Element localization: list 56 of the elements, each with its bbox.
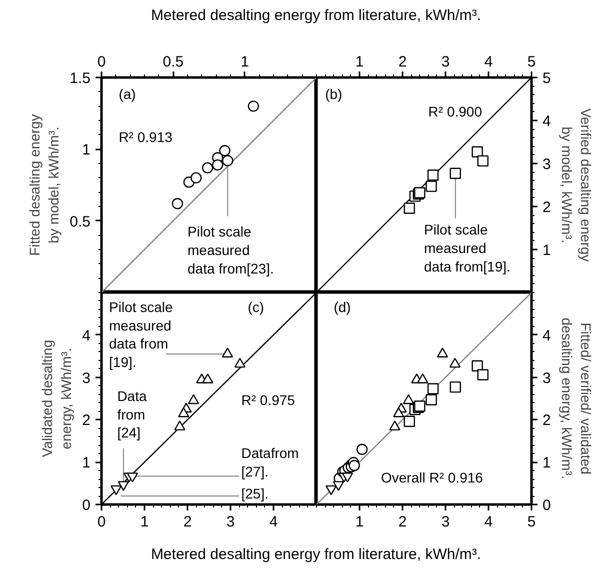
y-tick-label: 2 [542, 412, 551, 430]
annotation: (a) [118, 86, 136, 102]
y-tick-label: 3 [82, 370, 90, 387]
y-tick-label: 0 [542, 497, 551, 514]
annotation: (d) [334, 298, 351, 315]
x-tick-label: 1 [355, 514, 364, 530]
annotation: R² 0.900 [428, 103, 482, 120]
y-axis-title: Fitted/ verified/ validated desalting energy, kWh/m³. [558, 318, 594, 480]
x-tick-label: 0 [97, 54, 106, 70]
x-tick-label: 1 [240, 54, 250, 70]
y-tick-label: 4 [542, 327, 551, 344]
x-tick-label: 4 [269, 514, 278, 530]
y-tick-label: 4 [542, 113, 551, 130]
annotation: Data from [24] [117, 388, 147, 441]
y-tick-label: 1 [82, 454, 90, 472]
x-tick-label: 1 [355, 54, 364, 70]
x-tick-label: 2 [398, 514, 407, 530]
y-tick-label: 3 [542, 370, 551, 387]
y-tick-label: 1 [542, 242, 551, 259]
annotation: Pilot scale measured data from[23]. [188, 224, 274, 276]
y-tick-label: 4 [82, 327, 90, 344]
y-tick-label: 2 [542, 199, 551, 216]
y-tick-label: 1 [542, 454, 551, 472]
x-tick-label: 5 [527, 514, 536, 530]
x-tick-label: 0 [97, 514, 106, 530]
y-tick-label: 1 [82, 142, 90, 159]
x-tick-label: 1 [140, 514, 149, 530]
annotation: (c) [248, 298, 264, 315]
y-axis-title: Fitted desalting energy by model, kWh/m³. [26, 114, 62, 256]
x-tick-label: 0.5 [162, 54, 184, 70]
y-tick-label: 1.5 [70, 70, 91, 87]
x-tick-label: 3 [441, 54, 450, 70]
y-tick-label: 0 [82, 497, 90, 514]
y-tick-label: 3 [542, 156, 551, 173]
x-tick-label: 4 [484, 514, 493, 530]
y-tick-label: 5 [542, 70, 551, 87]
x-tick-label: 2 [183, 514, 192, 530]
x-tick-label: 3 [226, 514, 235, 530]
y-axis-title: Validated desalting energy, kWh/m³. [38, 340, 74, 458]
x-tick-label: 5 [527, 54, 536, 70]
annotation: R² 0.913 [118, 129, 173, 146]
annotation: (b) [325, 86, 342, 102]
y-tick-label: 0.5 [70, 213, 91, 230]
annotation: Pilot scale measured data from [19]. [109, 298, 174, 370]
y-tick-label: 2 [82, 412, 90, 430]
y-axis-title: Verified desalting energy by model, kWh/m³. [558, 108, 594, 262]
annotation: [25]. [241, 485, 268, 502]
annotation: Datafrom [27]. [241, 445, 299, 480]
annotation: Overall R² 0.916 [381, 470, 484, 486]
x-tick-label: 2 [398, 54, 407, 70]
annotation: Pilot scale measured data from[19]. [424, 222, 510, 274]
x-tick-label: 3 [441, 514, 450, 530]
annotation: R² 0.975 [241, 392, 296, 408]
x-axis-title: Metered desalting energy from literature, kWh/m³. [150, 6, 482, 26]
x-tick-label: 4 [484, 54, 493, 70]
x-axis-title: Metered desalting energy from literature, kWh/m³. [150, 545, 482, 565]
